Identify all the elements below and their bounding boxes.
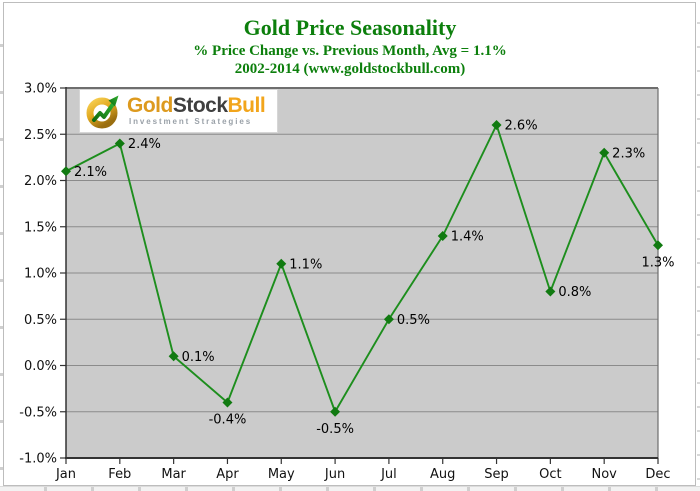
- y-tick-label: 1.0%: [24, 267, 57, 282]
- x-tick-label: Jun: [324, 467, 345, 482]
- edge-ticks-bottom: [0, 486, 700, 491]
- logo-name-gold: Gold: [127, 94, 173, 117]
- x-tick-label: Jul: [380, 467, 397, 482]
- data-point-marker: [652, 240, 664, 251]
- data-point-marker: [330, 406, 341, 417]
- data-point-marker: [276, 258, 287, 269]
- data-point-marker: [168, 351, 179, 362]
- price-line: [65, 124, 659, 413]
- x-tick-label: Apr: [216, 467, 239, 482]
- data-point-label: 1.3%: [641, 255, 674, 270]
- chart-header: Gold Price Seasonality % Price Change vs…: [0, 15, 700, 79]
- logo-tagline: Investment Strategies: [129, 117, 253, 126]
- data-point-label: 0.8%: [558, 285, 591, 300]
- y-tick-label: 0.0%: [24, 359, 57, 374]
- y-tick-label: 2.0%: [24, 174, 57, 189]
- data-point-label: 0.5%: [397, 313, 430, 328]
- data-point-marker: [60, 166, 72, 177]
- x-tick-label: May: [268, 467, 295, 482]
- data-point-label: 1.1%: [289, 257, 322, 272]
- data-points: [60, 119, 664, 417]
- data-point-marker: [437, 230, 448, 242]
- data-point-label: 2.1%: [74, 165, 107, 180]
- y-tick-label: 0.5%: [24, 313, 57, 328]
- logo-name-bull: Bull: [227, 94, 266, 117]
- chart-subtitle-line1: % Price Change vs. Previous Month, Avg =…: [193, 43, 507, 60]
- data-point-label: 2.6%: [505, 119, 538, 134]
- logo-ring-arrow-icon: [86, 95, 119, 129]
- x-tick-label: Dec: [645, 467, 670, 482]
- x-axis: Jan Feb Mar Apr May Jun Jul Aug Sep Oct Nov Dec: [55, 458, 671, 482]
- logo-name-stock: Stock: [172, 94, 228, 117]
- x-tick-label: Sep: [484, 467, 509, 482]
- y-tick-label: -1.0%: [19, 452, 57, 467]
- y-tick-label: 3.0%: [24, 82, 57, 97]
- goldstockbull-logo: GoldStockBull Investment Strategies: [79, 89, 279, 133]
- y-tick-label: 2.5%: [24, 128, 57, 143]
- x-tick-label: Nov: [591, 467, 617, 482]
- edge-ticks-right: [697, 0, 700, 491]
- data-point-marker: [599, 147, 610, 158]
- logo-name: GoldStockBull: [127, 94, 266, 117]
- logo-text: GoldStockBull Investment Strategies: [127, 94, 266, 126]
- y-tick-label: 1.5%: [24, 220, 57, 235]
- data-point-marker: [383, 314, 394, 325]
- y-tick-label: -0.5%: [19, 405, 57, 420]
- chart-subtitle-line2: 2002-2014 (www.goldstockbull.com): [234, 61, 466, 78]
- plot-border: [66, 87, 659, 458]
- data-point-label: 2.4%: [128, 137, 161, 152]
- edge-ticks-left: [0, 0, 3, 491]
- data-point-label: 2.3%: [612, 146, 645, 161]
- data-point-marker: [545, 286, 556, 297]
- data-point-label: -0.4%: [209, 413, 247, 428]
- data-point-label: 1.4%: [451, 230, 484, 245]
- x-tick-label: Feb: [108, 467, 131, 482]
- x-tick-label: Jan: [55, 467, 76, 482]
- data-point-marker: [222, 397, 233, 408]
- data-point-label: -0.5%: [316, 422, 354, 437]
- x-tick-label: Aug: [430, 467, 455, 482]
- y-axis: 3.0% 2.5% 2.0% 1.5% 1.0% 0.5% 0.0% -0.5% -1.0%: [19, 82, 66, 467]
- data-point-marker: [491, 119, 502, 131]
- chart-title: Gold Price Seasonality: [243, 15, 457, 40]
- data-point-label: 0.1%: [182, 350, 215, 365]
- x-tick-label: Oct: [539, 467, 561, 482]
- data-point-labels: 2.1% 2.4% 0.1% -0.4% 1.1% -0.5% 0.5% 1.4% 2.6% 0.…: [74, 119, 675, 437]
- x-tick-label: Mar: [161, 467, 186, 482]
- data-point-marker: [114, 138, 125, 149]
